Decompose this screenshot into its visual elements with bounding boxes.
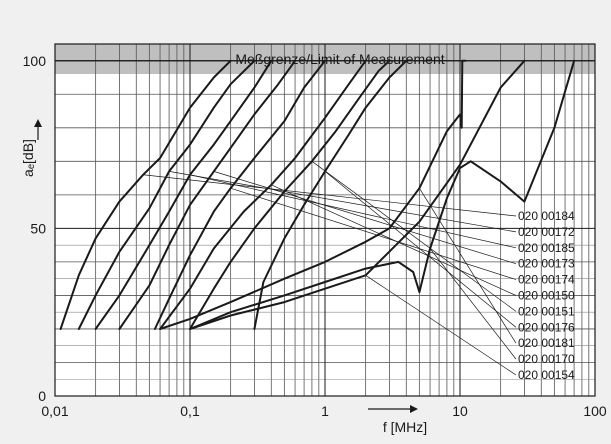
x-axis-arrow-head [410, 405, 418, 413]
measurement-limit-label: Meßgrenze/Limit of Measurement [235, 51, 444, 67]
x-axis-label: f [MHz] [383, 419, 427, 435]
series-label: 020 00185 [518, 241, 575, 255]
series-line [159, 59, 467, 330]
series-label: 020 00184 [518, 209, 575, 223]
series-label: 020 00181 [518, 336, 575, 350]
series-labels: 020 00184 020 00172 020 00185 020 00173 020 … [518, 209, 575, 382]
x-tick-label: 0,1 [180, 403, 200, 419]
series-line [253, 59, 408, 330]
y-tick-labels: 0 50 100 [23, 53, 47, 404]
series-leader-line [311, 161, 517, 312]
y-axis-label: aₑ[dB] [20, 139, 36, 177]
series-leader-line [365, 275, 517, 376]
series-line [77, 59, 256, 330]
x-tick-label: 0,01 [41, 403, 68, 419]
series-line [189, 59, 391, 330]
plot-frame [54, 43, 596, 397]
series-label: 020 00154 [518, 368, 575, 382]
series-leader-line [213, 171, 517, 265]
series-label: 020 00173 [518, 257, 575, 271]
x-tick-label: 10 [452, 403, 468, 419]
series-line [118, 59, 297, 330]
y-axis-arrow-head [34, 119, 42, 127]
x-tick-label: 100 [583, 403, 607, 419]
series-line [153, 59, 326, 330]
series-lines [59, 59, 576, 330]
y-tick-label: 100 [23, 53, 47, 69]
series-leader-line [169, 171, 517, 233]
series-line [59, 59, 232, 330]
grid-minor [55, 44, 595, 396]
x-tick-labels: 0,01 0,1 1 10 100 [41, 403, 607, 419]
series-leader-line [429, 248, 517, 360]
series-label: 020 00170 [518, 352, 575, 366]
series-label: 020 00150 [518, 289, 575, 303]
series-leader-line [271, 184, 517, 296]
series-label: 020 00174 [518, 273, 575, 287]
leader-lines [143, 161, 517, 376]
series-line [189, 59, 526, 330]
series-leader-line [324, 171, 517, 328]
series-label: 020 00151 [518, 304, 575, 318]
series-leader-line [230, 187, 517, 280]
series-line [94, 59, 273, 330]
series-label: 020 00172 [518, 225, 575, 239]
series-label: 020 00176 [518, 320, 575, 334]
series-line [189, 59, 576, 330]
x-tick-label: 1 [321, 403, 329, 419]
series-leader-line [189, 174, 517, 249]
series-leader-line [419, 187, 517, 344]
series-line [159, 59, 367, 330]
y-tick-label: 0 [38, 388, 46, 404]
y-tick-label: 50 [30, 220, 46, 236]
